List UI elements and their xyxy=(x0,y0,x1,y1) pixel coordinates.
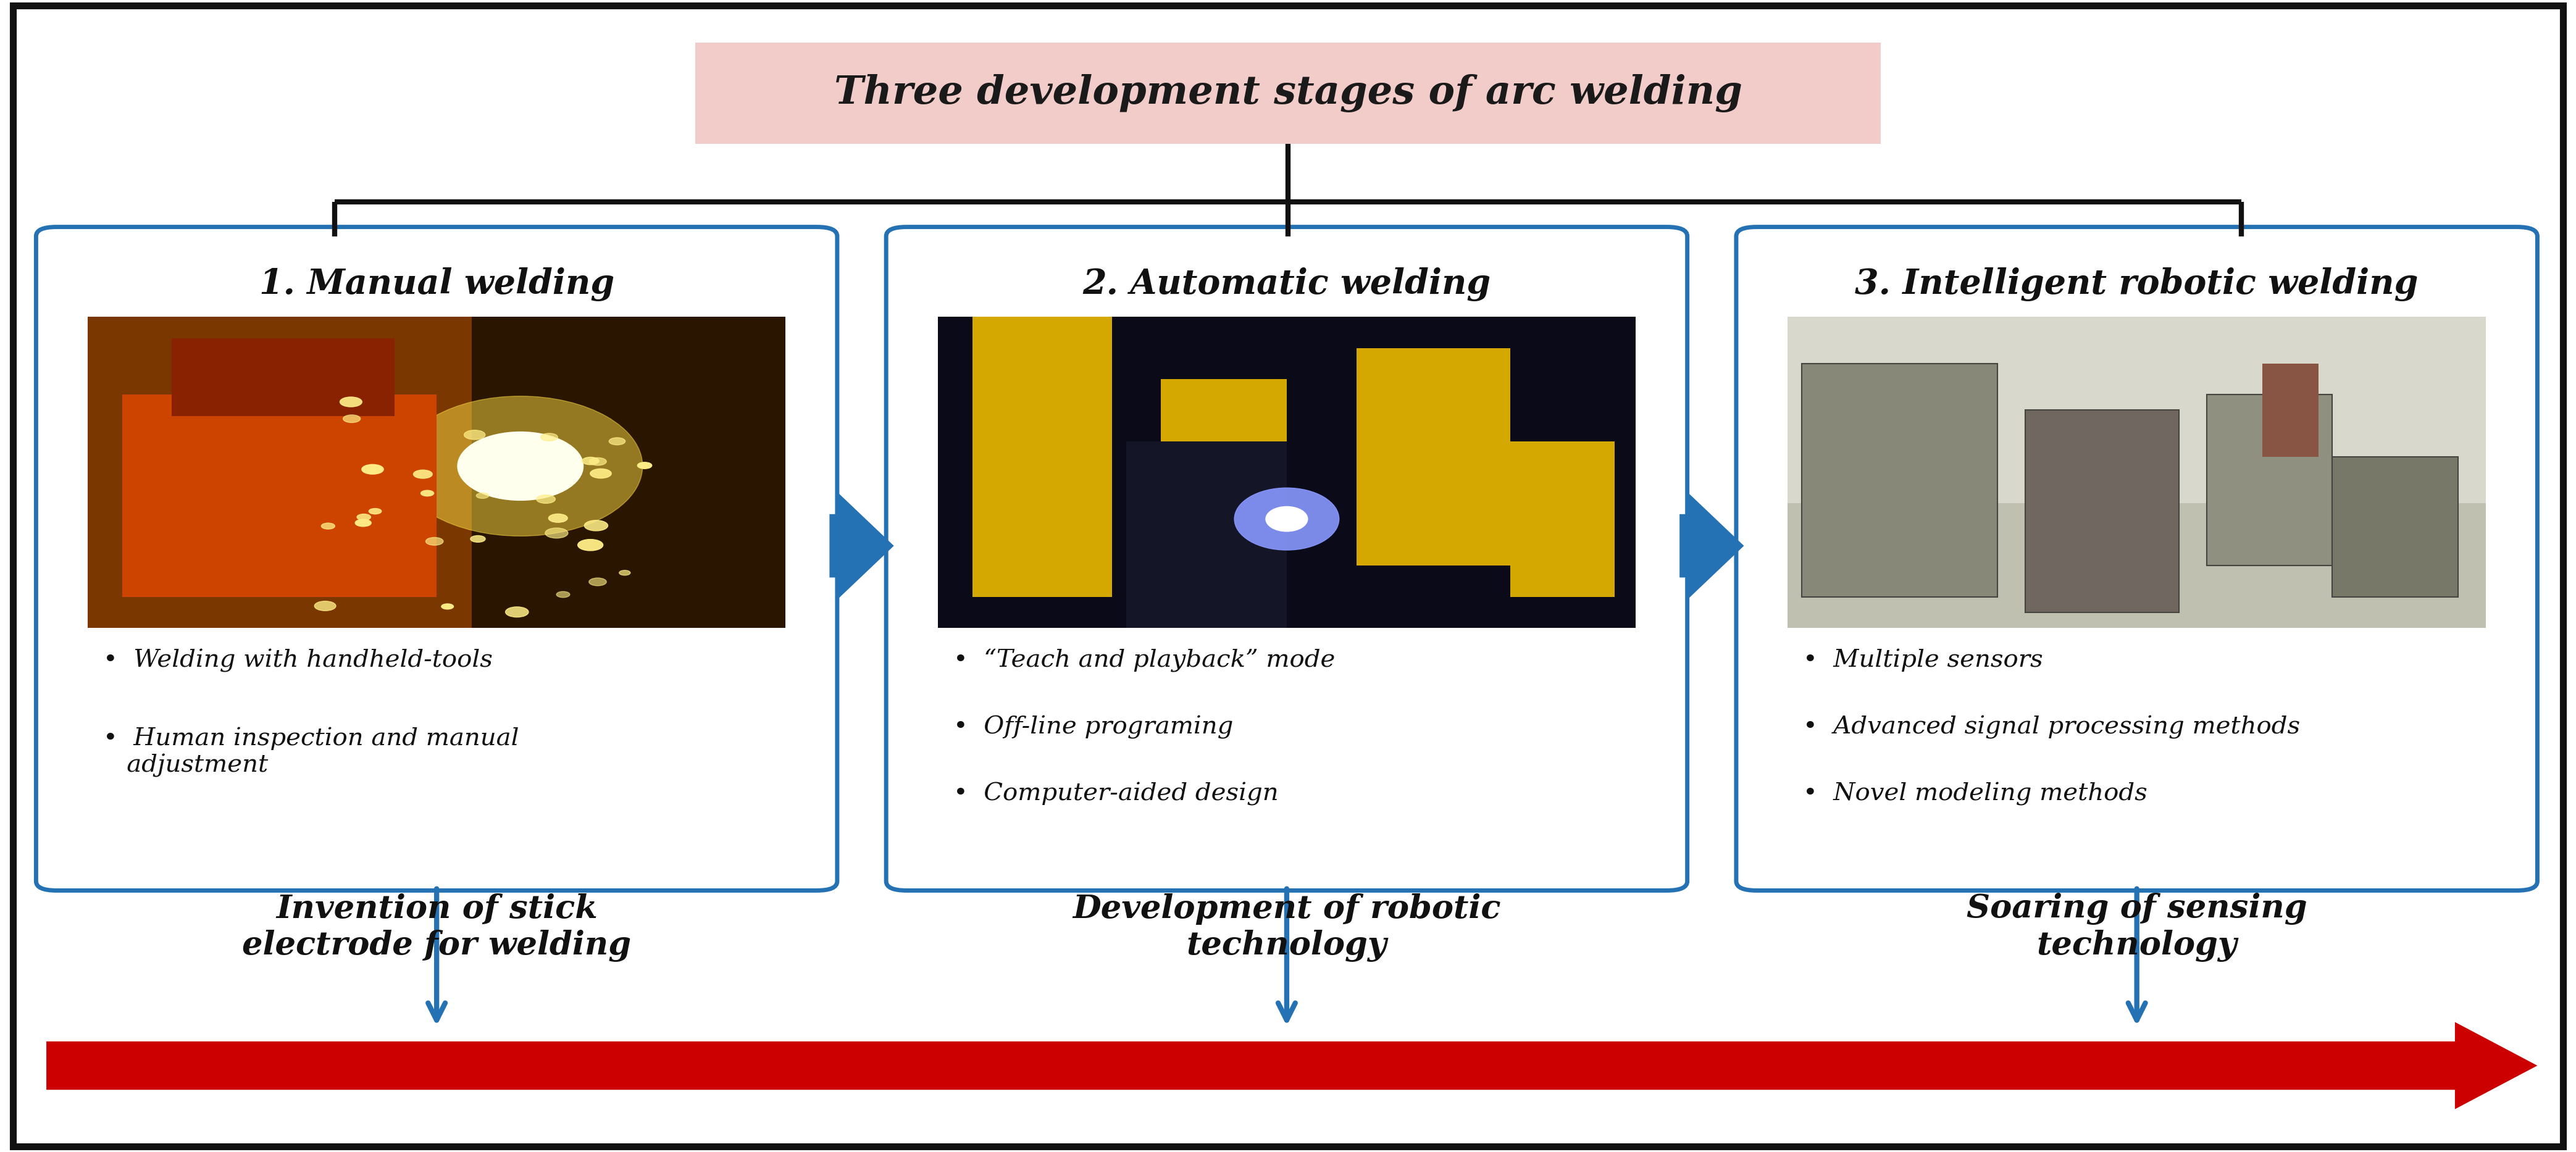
Circle shape xyxy=(477,493,489,499)
Polygon shape xyxy=(1680,492,1744,600)
FancyBboxPatch shape xyxy=(1801,363,1996,597)
Circle shape xyxy=(549,514,567,522)
Circle shape xyxy=(440,604,453,609)
Text: 2. Automatic welding: 2. Automatic welding xyxy=(1082,267,1492,302)
Text: Development of robotic
technology: Development of robotic technology xyxy=(1072,893,1502,962)
Ellipse shape xyxy=(459,432,582,500)
FancyBboxPatch shape xyxy=(1162,379,1288,612)
Text: •  Multiple sensors: • Multiple sensors xyxy=(1803,649,2043,672)
Ellipse shape xyxy=(399,396,641,536)
FancyBboxPatch shape xyxy=(938,317,1636,628)
Circle shape xyxy=(343,415,361,423)
Circle shape xyxy=(590,469,611,478)
FancyBboxPatch shape xyxy=(173,339,394,416)
Circle shape xyxy=(608,438,626,445)
Circle shape xyxy=(322,523,335,529)
Circle shape xyxy=(590,457,605,465)
FancyBboxPatch shape xyxy=(2331,456,2458,597)
Text: •  “Teach and playback” mode: • “Teach and playback” mode xyxy=(953,649,1334,672)
Circle shape xyxy=(618,570,631,575)
FancyBboxPatch shape xyxy=(2025,410,2179,612)
Circle shape xyxy=(582,457,600,464)
FancyBboxPatch shape xyxy=(1126,441,1288,628)
Circle shape xyxy=(585,521,608,531)
Text: •  Welding with handheld-tools: • Welding with handheld-tools xyxy=(103,649,492,672)
Circle shape xyxy=(425,537,443,545)
Polygon shape xyxy=(46,1022,2537,1109)
Text: 3. Intelligent robotic welding: 3. Intelligent robotic welding xyxy=(1855,267,2419,302)
Text: •  Advanced signal processing methods: • Advanced signal processing methods xyxy=(1803,715,2300,738)
FancyBboxPatch shape xyxy=(88,317,786,628)
FancyBboxPatch shape xyxy=(696,43,1880,144)
Polygon shape xyxy=(829,492,894,600)
FancyBboxPatch shape xyxy=(1788,317,2486,628)
Text: •  Human inspection and manual
   adjustment: • Human inspection and manual adjustment xyxy=(103,727,518,778)
Ellipse shape xyxy=(1234,487,1340,550)
FancyBboxPatch shape xyxy=(886,227,1687,890)
FancyBboxPatch shape xyxy=(124,394,435,597)
Circle shape xyxy=(636,462,652,469)
Circle shape xyxy=(577,539,603,551)
Circle shape xyxy=(420,491,433,497)
Circle shape xyxy=(556,591,569,598)
Ellipse shape xyxy=(1265,507,1309,531)
Text: Invention of stick
electrode for welding: Invention of stick electrode for welding xyxy=(242,893,631,962)
FancyBboxPatch shape xyxy=(1510,441,1615,597)
Circle shape xyxy=(340,397,363,407)
Text: •  Computer-aided design: • Computer-aided design xyxy=(953,782,1278,805)
FancyBboxPatch shape xyxy=(974,317,1113,597)
Circle shape xyxy=(536,495,556,503)
Text: 1. Manual welding: 1. Manual welding xyxy=(260,267,613,302)
Circle shape xyxy=(505,607,528,617)
FancyBboxPatch shape xyxy=(1788,503,2486,628)
Circle shape xyxy=(314,601,335,611)
Circle shape xyxy=(590,578,605,585)
Circle shape xyxy=(368,508,381,514)
FancyBboxPatch shape xyxy=(1736,227,2537,890)
Circle shape xyxy=(471,536,484,543)
Text: Three development stages of arc welding: Three development stages of arc welding xyxy=(835,74,1741,113)
Text: •  Novel modeling methods: • Novel modeling methods xyxy=(1803,782,2148,805)
FancyBboxPatch shape xyxy=(1358,348,1510,566)
FancyBboxPatch shape xyxy=(13,6,2563,1146)
Circle shape xyxy=(541,433,559,441)
FancyBboxPatch shape xyxy=(36,227,837,890)
Text: Soaring of sensing
technology: Soaring of sensing technology xyxy=(1965,893,2308,962)
Circle shape xyxy=(412,470,433,478)
Circle shape xyxy=(361,464,384,475)
Circle shape xyxy=(358,514,371,521)
FancyBboxPatch shape xyxy=(2208,394,2331,566)
Circle shape xyxy=(464,430,484,440)
FancyBboxPatch shape xyxy=(88,317,471,628)
Circle shape xyxy=(355,520,371,526)
FancyBboxPatch shape xyxy=(2262,363,2318,456)
Circle shape xyxy=(546,528,567,538)
Text: •  Off-line programing: • Off-line programing xyxy=(953,715,1234,738)
